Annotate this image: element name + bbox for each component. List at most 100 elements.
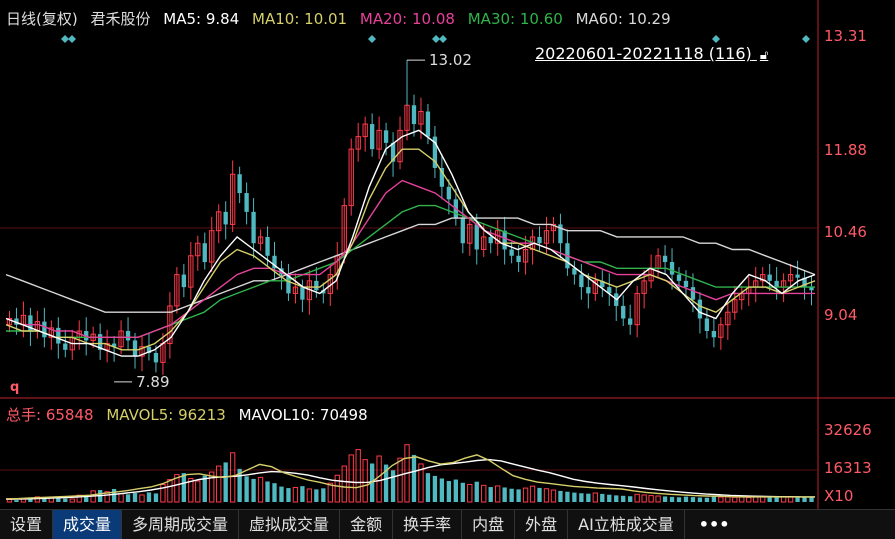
- candle-body: [669, 262, 675, 275]
- candle-body: [209, 230, 215, 263]
- volume-bar: [439, 478, 445, 502]
- volume-bar: [383, 464, 389, 502]
- volume-bar: [411, 454, 417, 502]
- candle-body: [369, 124, 375, 150]
- ma10-line: [5, 148, 816, 351]
- volume-bar: [774, 497, 779, 502]
- candle-body: [683, 280, 689, 288]
- period-label[interactable]: 日线(复权): [6, 10, 78, 28]
- volume-bar: [572, 492, 577, 502]
- volume-bar: [516, 489, 521, 502]
- date-range[interactable]: 20220601-20221118 (116) 🔓︎: [535, 44, 768, 63]
- candle-body: [411, 105, 417, 125]
- low-marker-label: 7.89: [136, 373, 169, 391]
- volume-bar: [522, 487, 529, 503]
- volume-bar: [153, 493, 159, 502]
- collapse-icon: q: [10, 380, 19, 395]
- total-volume-label: 总手: 65848: [6, 406, 94, 424]
- volume-bar: [174, 474, 180, 503]
- volume-bar: [216, 465, 222, 503]
- candle-body: [376, 129, 382, 150]
- volume-bar: [683, 496, 689, 502]
- ma30-label: MA30: 10.60: [467, 10, 563, 28]
- candle-body: [711, 331, 717, 338]
- volume-bar: [746, 497, 752, 503]
- more-tabs-button[interactable]: •••: [698, 515, 730, 534]
- volume-bar: [488, 487, 493, 502]
- price-tick-label: 10.46: [824, 223, 867, 241]
- volume-bar: [809, 496, 814, 502]
- volume-bar: [550, 489, 557, 503]
- candle-body: [132, 340, 138, 357]
- volume-bar: [579, 493, 584, 502]
- candle-body: [195, 242, 201, 257]
- candle-body: [139, 346, 145, 357]
- candle-body: [251, 211, 256, 244]
- candle-body: [97, 334, 103, 350]
- tab-outer-volume[interactable]: 外盘: [515, 510, 569, 539]
- volume-bar: [648, 495, 654, 503]
- volume-bar: [257, 476, 264, 503]
- kline-chart[interactable]: 13.31 11.88 10.46 9.04 32626 16313 X10 13.02 7.8…: [0, 0, 895, 509]
- volume-bar: [607, 494, 612, 502]
- tab-inner-volume[interactable]: 内盘: [462, 510, 516, 539]
- tab-virtual-volume[interactable]: 虚拟成交量: [239, 510, 341, 539]
- candle-body: [418, 111, 424, 125]
- volume-bar: [314, 489, 319, 502]
- ma60-label: MA60: 10.29: [575, 10, 671, 28]
- candle-body: [579, 274, 584, 288]
- candle-body: [787, 274, 794, 282]
- volume-bar: [453, 479, 458, 502]
- volume-bar: [481, 484, 487, 503]
- ma5-label: MA5: 9.84: [163, 10, 240, 28]
- candle-body: [181, 274, 187, 288]
- volume-bar: [655, 495, 661, 503]
- tab-multi-period-volume[interactable]: 多周期成交量: [122, 510, 240, 539]
- candle-body: [42, 321, 47, 338]
- volume-bar: [223, 462, 228, 502]
- candle-body: [314, 280, 319, 291]
- price-tick-label: 13.31: [824, 27, 867, 45]
- volume-bar: [697, 497, 703, 502]
- candle-body: [383, 130, 389, 143]
- volume-bar: [14, 500, 19, 502]
- candle-body: [286, 274, 291, 294]
- tab-ai-volume[interactable]: AI立桩成交量: [568, 510, 685, 539]
- candle-body: [718, 324, 724, 338]
- candle-body: [543, 230, 550, 244]
- volume-bar: [718, 496, 724, 503]
- lock-icon[interactable]: 🔓︎: [759, 48, 769, 63]
- indicator-tabs: 设置 成交量 多周期成交量 虚拟成交量 金额 换手率 内盘 外盘 AI立桩成交量…: [0, 509, 895, 539]
- candle-body: [265, 236, 270, 256]
- volume-bar: [376, 455, 382, 503]
- event-marker-icon: [432, 35, 440, 43]
- volume-bar: [725, 496, 731, 503]
- event-marker-icon: [368, 35, 376, 43]
- volume-bar: [446, 481, 452, 502]
- ma10-label: MA10: 10.01: [252, 10, 348, 28]
- candle-body: [704, 318, 710, 332]
- candle-body: [690, 287, 696, 300]
- candle-body: [502, 230, 507, 250]
- candle-body: [621, 305, 626, 319]
- tab-settings[interactable]: 设置: [0, 510, 54, 539]
- volume-header: 总手: 65848 MAVOL5: 96213 MAVOL10: 70498: [6, 404, 376, 425]
- volume-bar: [146, 492, 152, 502]
- volume-bar: [711, 496, 717, 502]
- volume-bar: [139, 494, 145, 503]
- volume-bar: [334, 474, 340, 503]
- candle-body: [481, 236, 487, 250]
- volume-bar: [251, 478, 256, 502]
- candle-body: [446, 186, 452, 200]
- tab-amount[interactable]: 金额: [340, 510, 394, 539]
- candle-body: [474, 224, 479, 250]
- tab-volume[interactable]: 成交量: [53, 510, 123, 539]
- tab-turnover[interactable]: 换手率: [393, 510, 463, 539]
- candle-body: [537, 236, 542, 244]
- candle-body: [592, 280, 598, 294]
- high-marker-label: 13.02: [429, 51, 472, 69]
- event-marker-icon: [802, 35, 810, 43]
- candle-body: [572, 268, 577, 275]
- event-marker-icon: [68, 35, 76, 43]
- volume-bar: [104, 491, 110, 503]
